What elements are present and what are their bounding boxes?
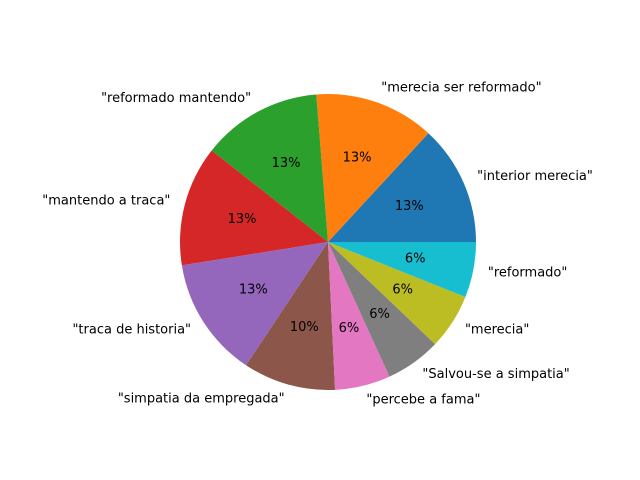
- slice-label: "mantendo a traca": [42, 194, 170, 209]
- pie-slice: [316, 94, 429, 242]
- pie-slice: [211, 94, 328, 243]
- slice-label: "interior merecia": [477, 169, 593, 184]
- slice-label: "percebe a fama": [366, 393, 480, 408]
- pie-labels: "interior merecia" 13% "merecia ser reform…: [42, 81, 593, 408]
- pie-slice: [328, 242, 476, 298]
- slice-percent-label: 6%: [369, 307, 390, 322]
- slice-percent-label: 10%: [290, 320, 319, 335]
- slice-label: "traca de historia": [72, 323, 191, 338]
- pie-slice: [328, 242, 436, 377]
- slice-percent-label: 6%: [392, 283, 413, 298]
- slice-label: "Salvou-se a simpatia": [422, 367, 569, 382]
- slice-label: "merecia": [465, 323, 529, 338]
- slice-label: "reformado mantendo": [101, 91, 251, 106]
- pie-slice: [179, 150, 328, 266]
- pie-slice: [328, 242, 466, 345]
- slice-percent-label: 13%: [343, 151, 372, 166]
- pie-slice: [328, 133, 476, 242]
- slice-label: "merecia ser reformado": [381, 81, 541, 96]
- pie-slice: [181, 242, 328, 366]
- slice-percent-label: 6%: [405, 251, 426, 266]
- slice-label: "simpatia da empregada": [118, 391, 285, 406]
- pie-slice: [328, 242, 390, 390]
- slice-label: "reformado": [488, 265, 568, 280]
- slice-percent-label: 13%: [272, 156, 301, 171]
- slice-percent-label: 13%: [228, 212, 257, 227]
- slice-percent-label: 6%: [339, 321, 360, 336]
- slice-percent-label: 13%: [395, 199, 424, 214]
- pie-slices: [179, 94, 476, 390]
- slice-percent-label: 13%: [239, 283, 268, 298]
- pie-slice: [246, 242, 336, 390]
